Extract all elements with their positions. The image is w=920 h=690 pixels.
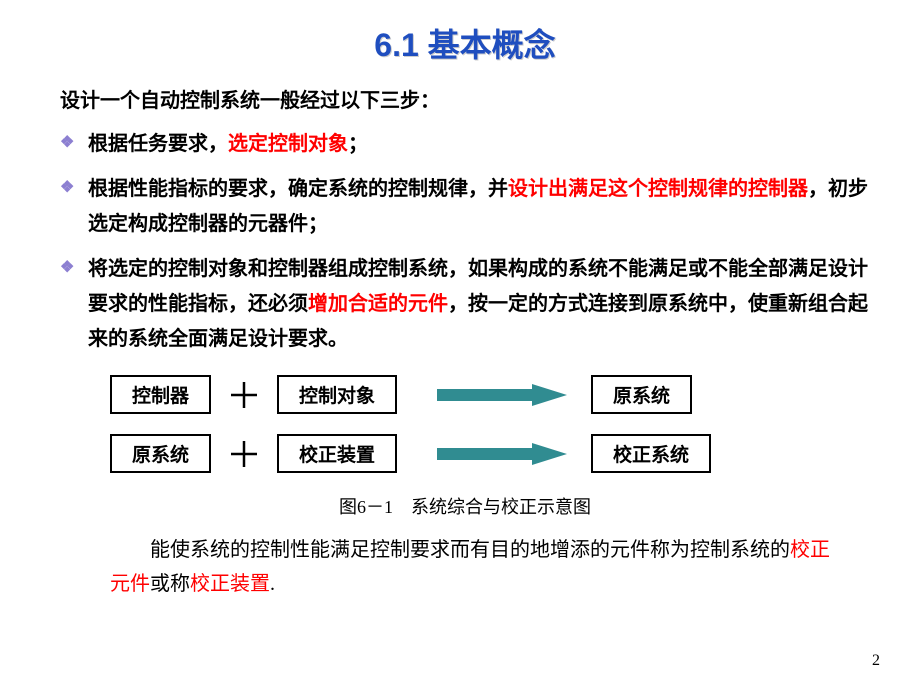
- conclusion-text: 能使系统的控制性能满足控制要求而有目的地增添的元件称为控制系统的校正元件或称校正…: [110, 533, 840, 601]
- diagram: 控制器 控制对象 原系统 原系统 校正装置 校正系统: [110, 375, 870, 473]
- bullet-item: 根据性能指标的要求，确定系统的控制规律，并设计出满足这个控制规律的控制器，初步选…: [60, 172, 870, 242]
- plus-icon: [229, 380, 259, 410]
- bullet-item: 将选定的控制对象和控制器组成控制系统，如果构成的系统不能满足或不能全部满足设计要…: [60, 252, 870, 357]
- bullet-list: 根据任务要求，选定控制对象； 根据性能指标的要求，确定系统的控制规律，并设计出满…: [60, 127, 870, 357]
- diagram-box: 原系统: [591, 375, 692, 414]
- intro-text: 设计一个自动控制系统一般经过以下三步：: [60, 84, 870, 113]
- diagram-caption: 图6－1 系统综合与校正示意图: [60, 493, 870, 519]
- diagram-box: 校正系统: [591, 434, 711, 473]
- plus-icon: [229, 439, 259, 469]
- arrow-icon: [437, 441, 567, 467]
- bullet-item: 根据任务要求，选定控制对象；: [60, 127, 870, 162]
- slide: 6.1 基本概念 设计一个自动控制系统一般经过以下三步： 根据任务要求，选定控制…: [0, 0, 920, 621]
- diagram-row: 原系统 校正装置 校正系统: [110, 434, 870, 473]
- page-number: 2: [872, 652, 880, 670]
- diagram-box: 原系统: [110, 434, 211, 473]
- diagram-box: 校正装置: [277, 434, 397, 473]
- diagram-box: 控制对象: [277, 375, 397, 414]
- slide-title: 6.1 基本概念: [60, 20, 870, 66]
- arrow-icon: [437, 382, 567, 408]
- diagram-row: 控制器 控制对象 原系统: [110, 375, 870, 414]
- diagram-box: 控制器: [110, 375, 211, 414]
